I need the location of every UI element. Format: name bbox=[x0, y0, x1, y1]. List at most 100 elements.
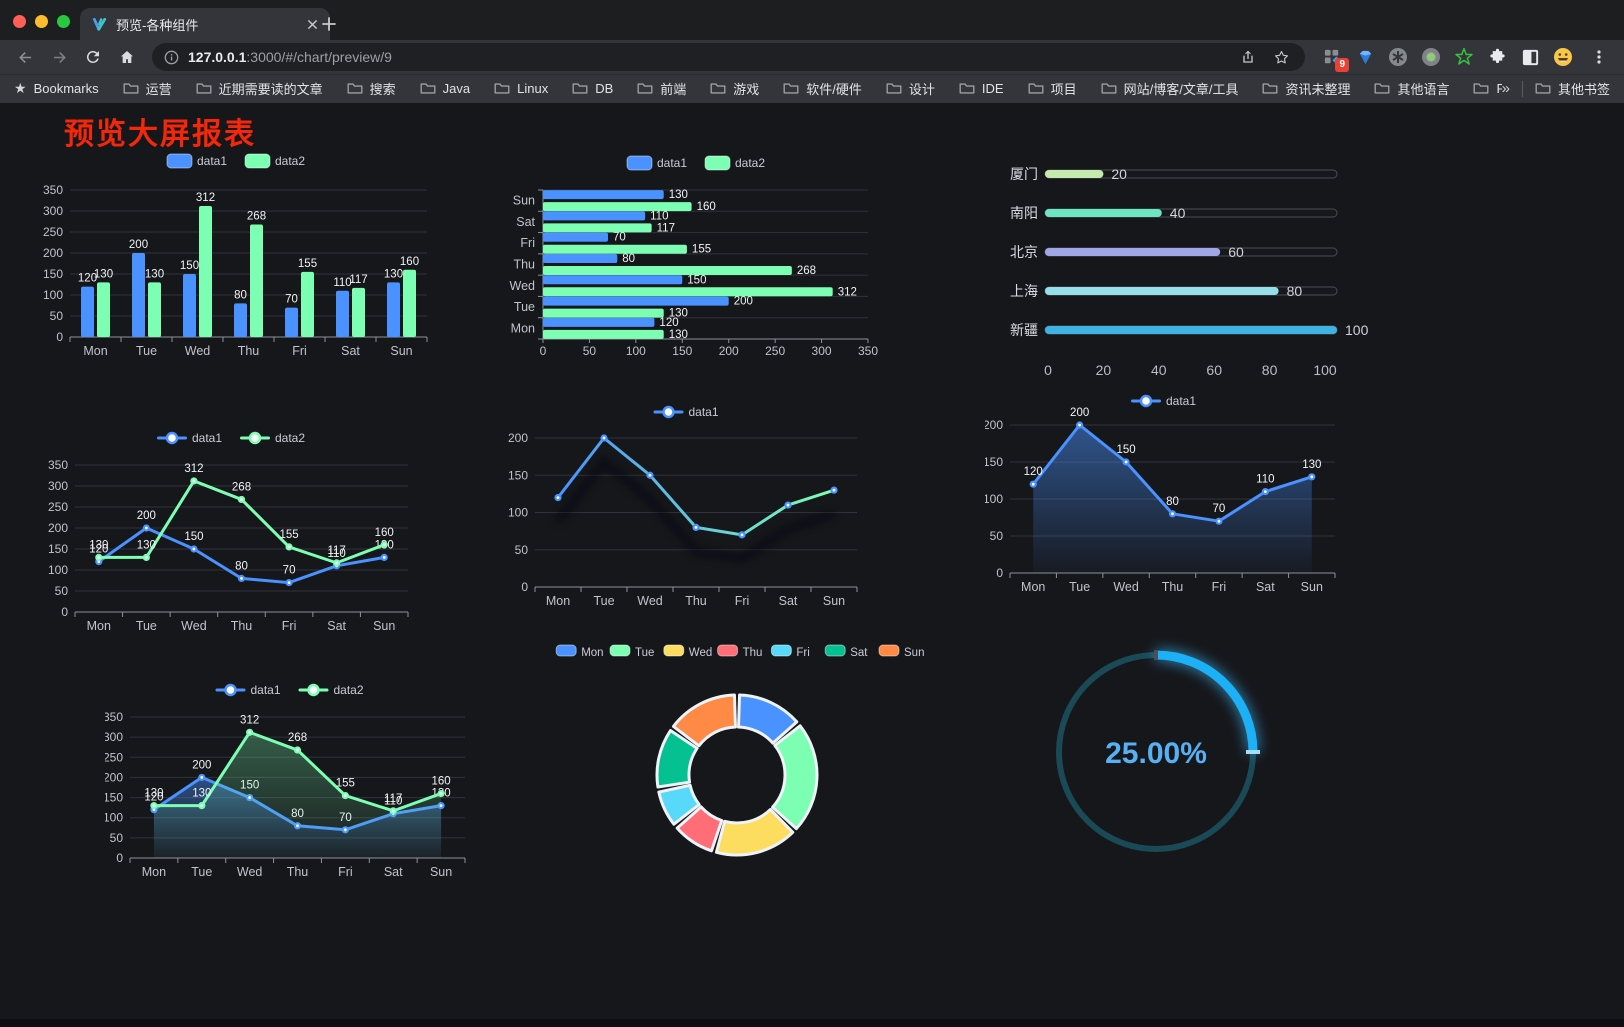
bar[interactable] bbox=[543, 254, 618, 263]
emoji-extension-icon[interactable] bbox=[1552, 46, 1574, 68]
bar[interactable] bbox=[543, 232, 608, 242]
bookmark-folder[interactable]: 设计 bbox=[886, 79, 935, 98]
bookmark-folder[interactable]: 搜索 bbox=[347, 79, 396, 98]
bar[interactable] bbox=[543, 190, 664, 200]
bookmark-folder[interactable]: DB bbox=[572, 81, 613, 96]
bar[interactable] bbox=[543, 266, 792, 275]
bookmark-folder[interactable]: 项目 bbox=[1028, 79, 1077, 98]
browser-tab[interactable]: 预览-各种组件 bbox=[80, 8, 330, 40]
bookmark-folder[interactable]: 软件/硬件 bbox=[783, 79, 862, 98]
bar[interactable] bbox=[543, 275, 683, 285]
record-extension-icon[interactable] bbox=[1420, 46, 1442, 68]
bar[interactable] bbox=[285, 307, 298, 337]
home-icon[interactable] bbox=[112, 43, 142, 71]
tab-close-icon[interactable] bbox=[307, 19, 318, 30]
bar[interactable] bbox=[336, 290, 349, 337]
site-info-icon[interactable] bbox=[164, 50, 179, 65]
pie-slice[interactable] bbox=[655, 729, 699, 789]
legend-item[interactable]: Tue bbox=[609, 644, 654, 659]
bookmark-folder[interactable]: 网站/博客/文章/工具 bbox=[1101, 79, 1238, 98]
new-tab-button[interactable] bbox=[318, 13, 340, 35]
bar[interactable] bbox=[543, 308, 664, 318]
bar[interactable] bbox=[543, 296, 729, 306]
pie-slice[interactable] bbox=[771, 724, 819, 831]
legend-item[interactable]: data1 bbox=[157, 431, 222, 445]
url-bar[interactable]: 127.0.0.1:3000/#/chart/preview/9 bbox=[152, 43, 1305, 71]
bar[interactable] bbox=[387, 282, 400, 337]
legend-item[interactable]: data1 bbox=[166, 153, 227, 169]
star-extension-icon[interactable] bbox=[1453, 46, 1475, 68]
pie-slice[interactable] bbox=[671, 693, 737, 748]
bar[interactable] bbox=[543, 287, 833, 297]
bookmark-star-icon[interactable] bbox=[1269, 45, 1293, 69]
bookmark-folder[interactable]: PHP bbox=[1473, 81, 1502, 96]
asterisk-extension-icon[interactable] bbox=[1387, 46, 1409, 68]
legend-item[interactable]: data1 bbox=[215, 683, 281, 697]
forward-icon[interactable] bbox=[44, 43, 74, 71]
bar[interactable] bbox=[352, 287, 365, 337]
legend-item[interactable]: Thu bbox=[717, 644, 763, 659]
bookmarks-overflow-icon[interactable]: » bbox=[1501, 80, 1510, 97]
bar[interactable] bbox=[543, 223, 652, 233]
close-window-button[interactable] bbox=[13, 15, 26, 28]
legend-item[interactable]: Sat bbox=[824, 644, 868, 659]
bookmark-folder[interactable]: 其他语言 bbox=[1374, 79, 1449, 98]
bookmarks-manager[interactable]: ★ Bookmarks bbox=[14, 80, 99, 97]
bar[interactable] bbox=[81, 286, 94, 337]
gem-extension-icon[interactable] bbox=[1354, 46, 1376, 68]
bar[interactable] bbox=[250, 224, 263, 337]
pie-slice[interactable] bbox=[657, 783, 701, 826]
bar[interactable] bbox=[97, 282, 110, 337]
kebab-menu-icon[interactable] bbox=[1584, 43, 1614, 71]
progress-bar-chart[interactable]: 厦门 20 南阳 40 北京 60 上海 80 新疆 100 0 20 40 60 80 100 bbox=[990, 151, 1390, 386]
legend-item[interactable]: Sun bbox=[878, 644, 924, 659]
legend-item[interactable]: Fri bbox=[770, 644, 810, 659]
bar[interactable] bbox=[199, 205, 212, 337]
bar[interactable] bbox=[543, 329, 664, 339]
bookmark-folder[interactable]: Java bbox=[420, 81, 470, 96]
two-series-line-chart[interactable]: 50 100 150 200 250 300 350 0 Mon Tue Wed Thu Fri Sat S… bbox=[45, 423, 420, 635]
gauge-chart[interactable]: 25.00% bbox=[1040, 636, 1272, 868]
bar[interactable] bbox=[543, 244, 687, 254]
legend-item[interactable]: Mon bbox=[555, 644, 604, 659]
grouped-bar-chart[interactable]: 50 100 150 200 250 300 350 0 Mon Tue Wed Thu Fri Sat S… bbox=[40, 148, 435, 366]
bar[interactable] bbox=[234, 303, 247, 337]
gradient-line-chart[interactable]: 50 100 150 200 0 Mon Tue Wed Thu Fri Sat Sun data1 bbox=[505, 397, 870, 609]
bookmark-folder[interactable]: 前端 bbox=[637, 79, 686, 98]
bookmark-folder[interactable]: 资讯未整理 bbox=[1262, 79, 1350, 98]
bookmark-folder[interactable]: Linux bbox=[494, 81, 548, 96]
legend-item[interactable]: data2 bbox=[298, 683, 364, 697]
bookmark-folder[interactable]: 近期需要读的文章 bbox=[196, 79, 323, 98]
bookmark-folder[interactable]: 游戏 bbox=[710, 79, 759, 98]
bar[interactable] bbox=[132, 253, 145, 337]
area-line-chart[interactable]: 50 100 150 200 0 Mon Tue Wed Thu Fri Sat Sun data1 12… bbox=[983, 386, 1345, 596]
blocks-extension-icon[interactable]: 9 bbox=[1321, 46, 1349, 72]
puzzle-extension-icon[interactable] bbox=[1486, 46, 1508, 68]
bar[interactable] bbox=[543, 202, 692, 212]
legend-item[interactable]: data2 bbox=[240, 431, 305, 445]
reload-icon[interactable] bbox=[78, 43, 108, 71]
legend-item[interactable]: data2 bbox=[244, 153, 305, 169]
legend-item[interactable]: data1 bbox=[626, 155, 687, 171]
bar[interactable] bbox=[543, 211, 646, 221]
pie-slice[interactable] bbox=[675, 805, 724, 853]
minimize-window-button[interactable] bbox=[35, 15, 48, 28]
bar[interactable] bbox=[301, 271, 314, 337]
bar[interactable] bbox=[148, 282, 161, 337]
bookmark-other[interactable]: 其他书签 bbox=[1535, 79, 1610, 98]
horizontal-bar-chart[interactable]: Mon Tue Wed Thu Fri Sat Sun 0 50 100 150 200 250 300 3… bbox=[505, 150, 890, 366]
bookmark-folder[interactable]: IDE bbox=[959, 81, 1004, 96]
two-series-area-chart[interactable]: 50 100 150 200 250 300 350 0 Mon Tue Wed Thu Fri Sat S… bbox=[103, 675, 477, 890]
zoom-window-button[interactable] bbox=[57, 15, 70, 28]
bar[interactable] bbox=[543, 317, 655, 327]
share-icon[interactable] bbox=[1236, 45, 1260, 69]
bookmark-folder[interactable]: 运营 bbox=[123, 79, 172, 98]
legend-item[interactable]: data2 bbox=[704, 155, 765, 171]
bar[interactable] bbox=[183, 274, 196, 337]
back-icon[interactable] bbox=[10, 43, 40, 71]
legend-item[interactable]: data1 bbox=[653, 405, 719, 419]
bar[interactable] bbox=[403, 269, 416, 337]
pie-slice[interactable] bbox=[714, 807, 795, 857]
legend-item[interactable]: data1 bbox=[1131, 394, 1196, 408]
donut-chart[interactable]: Mon Tue Wed Thu Fri Sat Sun bbox=[540, 639, 940, 919]
